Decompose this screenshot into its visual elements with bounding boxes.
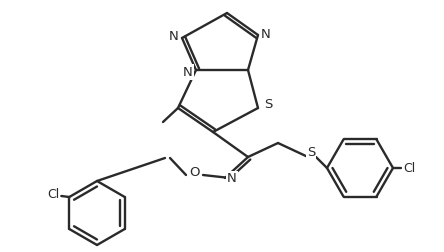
Text: Cl: Cl <box>403 163 415 175</box>
Text: N: N <box>183 66 193 79</box>
Text: N: N <box>169 30 179 44</box>
Text: Cl: Cl <box>47 188 59 202</box>
Text: N: N <box>227 173 237 185</box>
Text: S: S <box>264 99 272 111</box>
Text: S: S <box>307 146 315 160</box>
Text: N: N <box>261 27 271 41</box>
Text: O: O <box>189 167 199 179</box>
